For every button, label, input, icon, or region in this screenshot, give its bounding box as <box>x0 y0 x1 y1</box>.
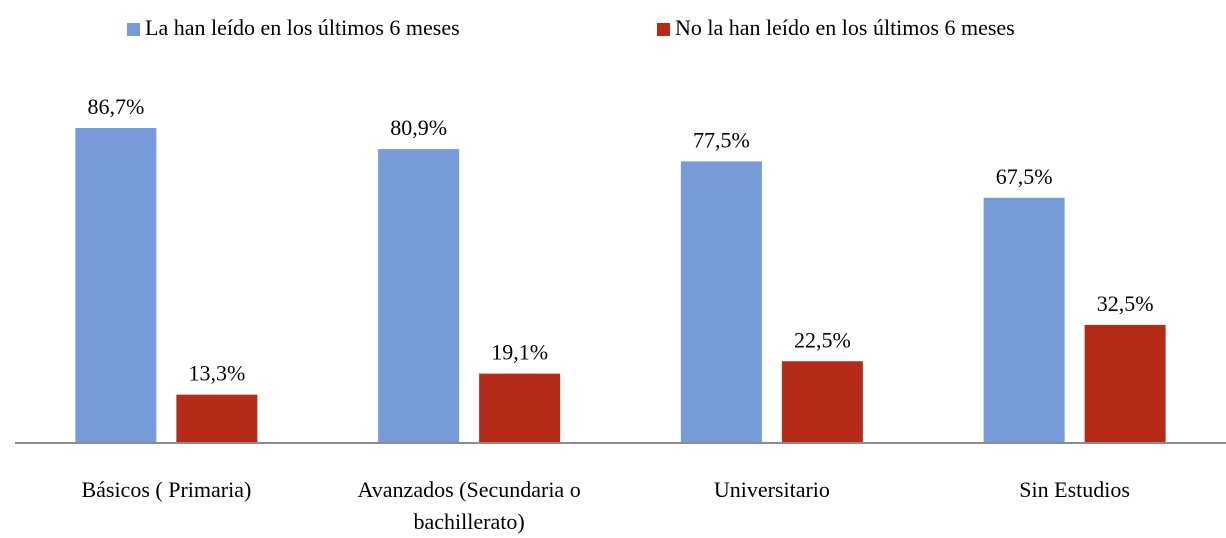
bar <box>680 161 762 443</box>
data-label: 32,5% <box>1097 291 1154 316</box>
bar <box>75 128 157 443</box>
x-tick-label: Universitario <box>713 477 830 502</box>
data-label: 19,1% <box>491 340 548 365</box>
bar <box>983 197 1065 443</box>
bar <box>479 373 561 443</box>
x-tick-label: Sin Estudios <box>1019 477 1130 502</box>
bar <box>176 394 258 443</box>
legend-swatch <box>127 23 140 36</box>
x-tick-label: Avanzados (Secundaria o bachillerato) <box>357 477 581 534</box>
data-label: 13,3% <box>188 361 245 386</box>
legend-swatch <box>657 23 670 36</box>
legend-label: No la han leído en los últimos 6 meses <box>675 15 1015 40</box>
data-label: 77,5% <box>693 127 750 152</box>
x-tick-label: Básicos ( Primaria) <box>81 477 252 502</box>
legend-label: La han leído en los últimos 6 meses <box>145 15 460 40</box>
data-label: 86,7% <box>87 94 144 119</box>
data-label: 80,9% <box>390 115 447 140</box>
bar <box>1084 324 1166 443</box>
bar <box>781 361 863 443</box>
data-label: 22,5% <box>794 327 851 352</box>
data-label: 67,5% <box>996 164 1053 189</box>
bar <box>378 149 460 443</box>
